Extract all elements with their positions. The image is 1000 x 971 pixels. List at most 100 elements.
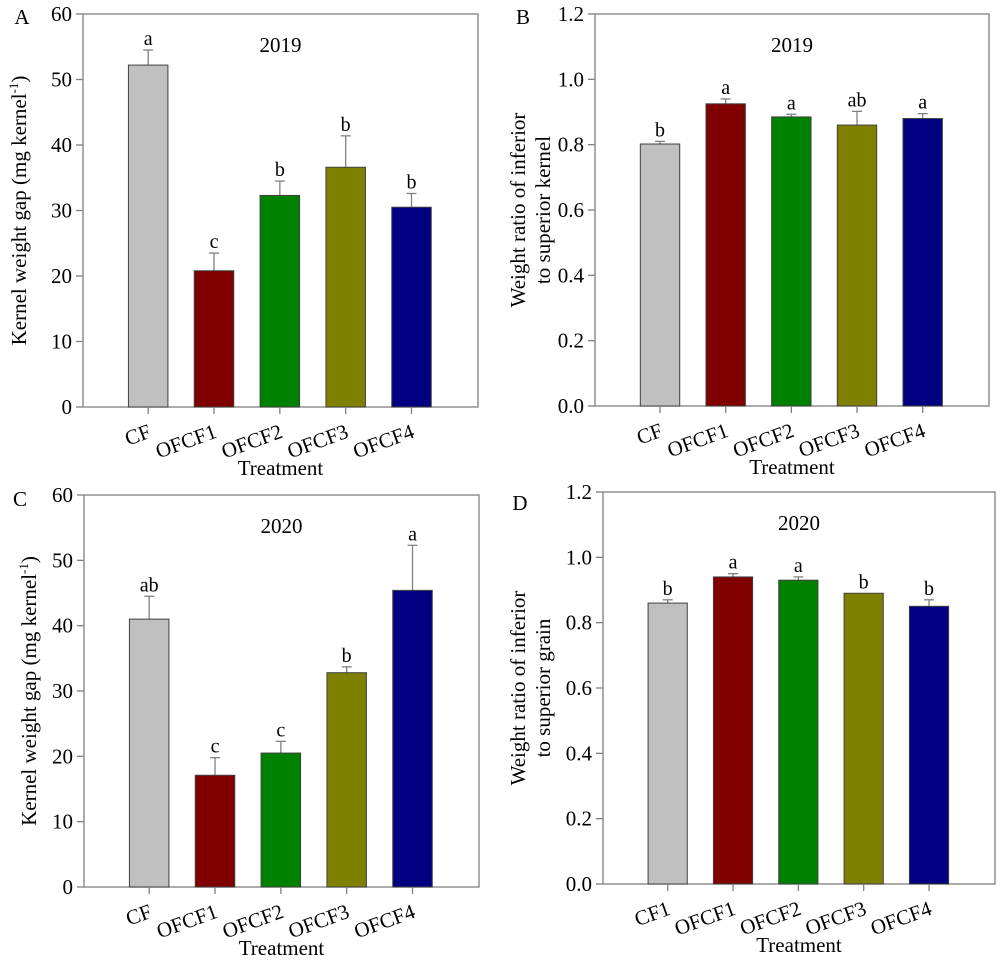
y-tick-label: 0.4: [558, 263, 585, 287]
significance-letter: ab: [140, 574, 159, 596]
significance-letter: a: [144, 28, 153, 50]
x-tick-label: OFCF4: [350, 419, 418, 463]
significance-letter: b: [655, 119, 665, 141]
panel-title: 2019: [260, 33, 302, 57]
y-tick-label: 0.2: [566, 807, 592, 831]
bar-ofcf4: [391, 206, 432, 408]
y-tick-label: 30: [52, 679, 73, 703]
panel-title: 2020: [261, 514, 303, 538]
y-axis-title-line2: to superior grain: [531, 618, 555, 757]
y-axis-title: Weight ratio of inferior: [506, 113, 530, 308]
y-tick-label: 60: [51, 2, 72, 26]
y-tick-label: 0: [63, 875, 74, 899]
y-tick-label: 10: [51, 330, 72, 354]
significance-letter: b: [859, 571, 869, 593]
y-tick-label: 40: [51, 133, 72, 157]
x-axis-title: Treatment: [756, 933, 842, 957]
x-tick-label: CF: [122, 419, 154, 450]
panel-title: 2020: [778, 511, 820, 535]
x-tick-label: OFCF4: [861, 418, 929, 462]
y-tick-label: 30: [51, 199, 72, 223]
bar-ofcf2: [259, 194, 301, 408]
y-tick-label: 20: [52, 744, 73, 768]
significance-letter: a: [787, 92, 796, 114]
bar-ofcf1: [705, 103, 746, 407]
x-tick-label: OFCF4: [867, 896, 935, 940]
x-tick-label: OFCF1: [153, 899, 220, 943]
y-tick-label: 50: [52, 548, 73, 572]
y-axis-title: Kernel weight gap (mg kernel-1): [6, 76, 31, 346]
bar-ofcf3: [843, 592, 884, 885]
bar-ofcf1: [193, 270, 235, 408]
significance-letter: b: [341, 114, 351, 136]
bar-ofcf2: [771, 116, 812, 407]
x-tick-label: CF: [633, 418, 665, 449]
y-tick-label: 20: [51, 264, 72, 288]
panel-b: 0.00.20.40.60.81.01.2bCFaOFCF1aOFCF2abOF…: [506, 2, 990, 479]
y-tick-label: 0.6: [558, 198, 584, 222]
bar-cf: [128, 618, 170, 888]
x-tick-label: OFCF4: [351, 899, 419, 943]
bar-ofcf2: [778, 579, 819, 885]
bar-ofcf4: [902, 118, 943, 407]
y-tick-label: 0.4: [566, 741, 593, 765]
y-tick-label: 0.0: [566, 872, 592, 896]
significance-letter: c: [211, 736, 220, 758]
panel-label: B: [516, 5, 530, 29]
panel-c: 0102030405060abCFcOFCF1cOFCF2bOFCF3aOFCF…: [13, 483, 480, 960]
bar-cf: [639, 143, 681, 407]
bar-cf1: [647, 602, 688, 885]
y-tick-label: 60: [52, 483, 73, 507]
x-axis-title: Treatment: [749, 455, 835, 479]
y-axis-title: Kernel weight gap (mg kernel-1): [16, 556, 41, 826]
significance-letter: b: [342, 645, 352, 667]
y-tick-label: 0.2: [558, 329, 584, 353]
x-tick-label: CF1: [631, 896, 673, 931]
y-tick-label: 1.2: [566, 480, 592, 504]
significance-letter: ab: [848, 89, 867, 111]
significance-letter: c: [210, 231, 219, 253]
significance-letter: b: [663, 578, 673, 600]
y-tick-label: 10: [52, 810, 73, 834]
y-tick-label: 1.2: [558, 2, 584, 26]
y-tick-label: 50: [51, 68, 72, 92]
panel-label: A: [14, 5, 30, 29]
bar-ofcf1: [712, 576, 754, 885]
significance-letter: a: [918, 92, 927, 114]
x-tick-label: CF: [123, 899, 155, 930]
significance-letter: b: [275, 159, 285, 181]
bar-ofcf3: [836, 124, 878, 407]
bar-ofcf1: [194, 774, 236, 888]
x-tick-label: OFCF1: [671, 896, 738, 940]
panel-title: 2019: [771, 33, 813, 57]
y-tick-label: 0.8: [558, 133, 584, 157]
y-axis-title-line2: to superior kernel: [531, 136, 555, 284]
significance-letter: a: [408, 523, 417, 545]
bar-ofcf3: [326, 672, 367, 888]
panel-label: D: [512, 491, 527, 515]
x-tick-label: OFCF1: [664, 418, 731, 462]
panel-d: 0.00.20.40.60.81.01.2bCF1aOFCF1aOFCF2bOF…: [506, 480, 996, 957]
y-tick-label: 0: [62, 395, 73, 419]
bar-ofcf4: [908, 605, 950, 885]
x-tick-label: OFCF1: [152, 419, 219, 463]
y-tick-label: 0.0: [558, 394, 584, 418]
bar-ofcf3: [325, 166, 366, 408]
significance-letter: c: [276, 719, 285, 741]
bar-ofcf4: [392, 589, 433, 888]
y-tick-label: 0.6: [566, 676, 592, 700]
significance-letter: b: [407, 171, 417, 193]
y-axis-title: Weight ratio of inferior: [506, 591, 530, 786]
x-axis-title: Treatment: [238, 456, 324, 480]
panel-label: C: [13, 487, 27, 511]
significance-letter: a: [794, 555, 803, 577]
significance-letter: a: [729, 552, 738, 574]
significance-letter: b: [924, 578, 934, 600]
y-tick-label: 0.8: [566, 611, 592, 635]
y-tick-label: 40: [52, 614, 73, 638]
y-tick-label: 1.0: [566, 545, 592, 569]
y-tick-label: 1.0: [558, 67, 584, 91]
bar-ofcf2: [260, 752, 302, 888]
significance-letter: a: [721, 77, 730, 99]
x-axis-title: Treatment: [239, 936, 325, 960]
